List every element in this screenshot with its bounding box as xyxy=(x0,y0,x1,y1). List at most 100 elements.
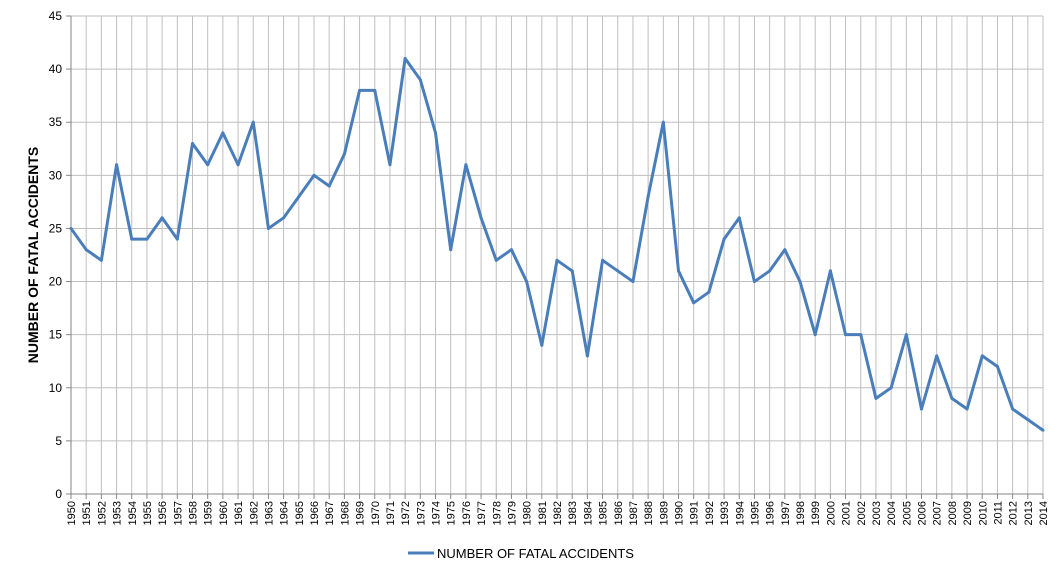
data-point xyxy=(601,258,605,262)
data-point xyxy=(464,163,468,167)
x-tick-label: 1955 xyxy=(142,501,154,525)
data-point xyxy=(297,195,301,199)
x-tick-label: 1978 xyxy=(491,501,503,525)
data-point xyxy=(768,269,772,273)
data-point xyxy=(585,354,589,358)
x-tick-label: 1956 xyxy=(157,501,169,525)
axes xyxy=(66,15,1044,499)
x-tick-label: 2009 xyxy=(962,501,974,525)
x-tick-label: 1966 xyxy=(309,501,321,525)
data-point xyxy=(783,248,787,252)
data-point xyxy=(707,290,711,294)
x-tick-label: 1989 xyxy=(658,501,670,525)
data-point xyxy=(388,163,392,167)
data-point xyxy=(995,365,999,369)
legend-label: NUMBER OF FATAL ACCIDENTS xyxy=(437,546,634,561)
data-point xyxy=(555,258,559,262)
x-tick-label: 1991 xyxy=(689,501,701,525)
data-point xyxy=(282,216,286,220)
data-point xyxy=(403,56,407,60)
x-tick-label: 1957 xyxy=(172,501,184,525)
data-point xyxy=(479,216,483,220)
data-point xyxy=(813,333,817,337)
x-tick-label: 2013 xyxy=(1023,501,1035,525)
data-point xyxy=(494,258,498,262)
y-tick-label: 40 xyxy=(49,62,63,76)
x-tick-label: 1967 xyxy=(324,501,336,525)
data-point xyxy=(236,163,240,167)
x-tick-label: 2004 xyxy=(886,501,898,525)
x-tick-label: 1958 xyxy=(188,501,200,525)
data-point xyxy=(1026,418,1030,422)
y-tick-label: 0 xyxy=(55,487,62,501)
x-tick-label: 2010 xyxy=(977,501,989,525)
x-tick-label: 1993 xyxy=(719,501,731,525)
y-tick-label: 20 xyxy=(49,275,63,289)
data-point xyxy=(99,258,103,262)
data-point xyxy=(69,226,73,230)
x-tick-label: 1990 xyxy=(674,501,686,525)
data-point xyxy=(646,195,650,199)
data-point xyxy=(342,152,346,156)
x-tick-label: 1999 xyxy=(810,501,822,525)
data-point xyxy=(631,280,635,284)
data-point xyxy=(980,354,984,358)
y-tick-label: 35 xyxy=(49,115,63,129)
data-point xyxy=(722,237,726,241)
x-tick-label: 1964 xyxy=(279,501,291,525)
data-point xyxy=(752,280,756,284)
x-tick-label: 1959 xyxy=(203,501,215,525)
x-tick-label: 1998 xyxy=(795,501,807,525)
x-tick-label: 1974 xyxy=(431,501,443,525)
y-tick-label: 10 xyxy=(49,381,63,395)
x-tick-label: 1983 xyxy=(567,501,579,525)
x-tick-label: 1994 xyxy=(734,501,746,525)
x-tick-label: 1970 xyxy=(370,501,382,525)
data-point xyxy=(418,78,422,82)
x-tick-label: 2007 xyxy=(932,501,944,525)
data-point xyxy=(1041,428,1045,432)
x-tick-label: 1979 xyxy=(506,501,518,525)
x-tick-label: 1954 xyxy=(127,501,139,525)
x-tick-label: 2001 xyxy=(841,501,853,525)
x-tick-label: 1960 xyxy=(218,501,230,525)
y-tick-label: 45 xyxy=(49,9,63,23)
data-point xyxy=(251,120,255,124)
data-point xyxy=(737,216,741,220)
data-point xyxy=(373,88,377,92)
data-point xyxy=(175,237,179,241)
x-tick-label: 1962 xyxy=(248,501,260,525)
x-tick-label: 1965 xyxy=(294,501,306,525)
x-tick-label: 1981 xyxy=(537,501,549,525)
y-axis-label: NUMBER OF FATAL ACCIDENTS xyxy=(25,147,41,363)
y-tick-label: 30 xyxy=(49,168,63,182)
x-tick-label: 1982 xyxy=(552,501,564,525)
x-tick-label: 1972 xyxy=(400,501,412,525)
data-point xyxy=(904,333,908,337)
data-point xyxy=(935,354,939,358)
x-tick-label: 1952 xyxy=(96,501,108,525)
data-point xyxy=(145,237,149,241)
data-point xyxy=(312,173,316,177)
x-tick-label: 1971 xyxy=(385,501,397,525)
data-point xyxy=(130,237,134,241)
x-tick-label: 1988 xyxy=(643,501,655,525)
x-tick-label: 1987 xyxy=(628,501,640,525)
x-tick-labels: 1950 1951 1952 1953 1954 1955 1956 1957 1958 1959… xyxy=(66,501,1050,525)
x-tick-label: 1976 xyxy=(461,501,473,525)
data-point xyxy=(889,386,893,390)
x-tick-label: 2000 xyxy=(825,501,837,525)
data-point xyxy=(920,407,923,411)
data-point xyxy=(266,226,270,230)
data-point xyxy=(160,216,164,220)
x-tick-label: 1953 xyxy=(112,501,124,525)
data-point xyxy=(449,248,453,252)
x-tick-label: 1980 xyxy=(522,501,534,525)
x-tick-label: 1969 xyxy=(355,501,367,525)
data-point xyxy=(828,269,832,273)
x-tick-label: 1984 xyxy=(582,501,594,525)
x-tick-label: 1961 xyxy=(233,501,245,525)
data-point xyxy=(84,248,88,252)
x-tick-label: 1973 xyxy=(415,501,427,525)
